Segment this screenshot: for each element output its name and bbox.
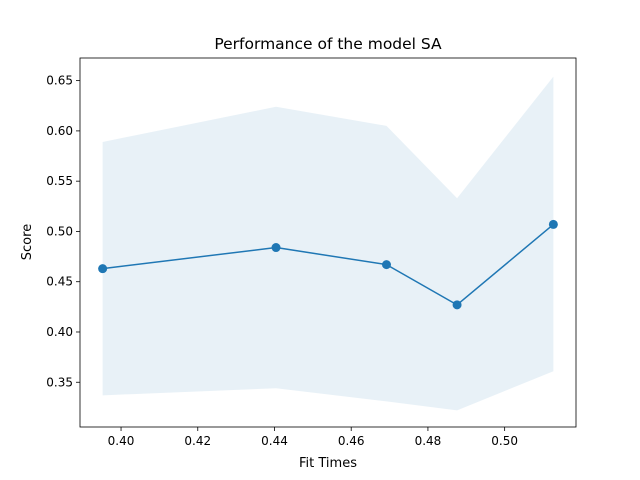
y-tick-label: 0.50 — [46, 224, 73, 238]
x-tick-label: 0.40 — [108, 434, 135, 448]
x-tick-label: 0.48 — [415, 434, 442, 448]
y-tick-label: 0.60 — [46, 124, 73, 138]
data-point — [381, 260, 391, 270]
y-tick-label: 0.55 — [46, 174, 73, 188]
axes-frame — [79, 57, 577, 428]
data-point — [548, 219, 558, 229]
data-point — [98, 264, 108, 274]
confidence-band — [102, 76, 554, 411]
x-tick-label: 0.44 — [261, 434, 288, 448]
chart-title: Performance of the model SA — [214, 35, 442, 53]
y-tick-label: 0.65 — [46, 74, 73, 88]
x-tick-label: 0.50 — [491, 434, 518, 448]
x-axis-label: Fit Times — [299, 456, 357, 471]
plot-area: 0.40 0.42 0.44 0.46 0.48 0.50 0.35 0.40 0.45 0.50… — [46, 57, 577, 448]
data-point — [452, 300, 462, 310]
y-tick-label: 0.45 — [46, 275, 73, 289]
y-tick-label: 0.35 — [46, 375, 73, 389]
data-point — [271, 243, 281, 253]
x-tick-label: 0.46 — [338, 434, 365, 448]
y-tick-label: 0.40 — [46, 325, 73, 339]
y-axis-label: Score — [20, 224, 35, 260]
x-tick-label: 0.42 — [184, 434, 211, 448]
